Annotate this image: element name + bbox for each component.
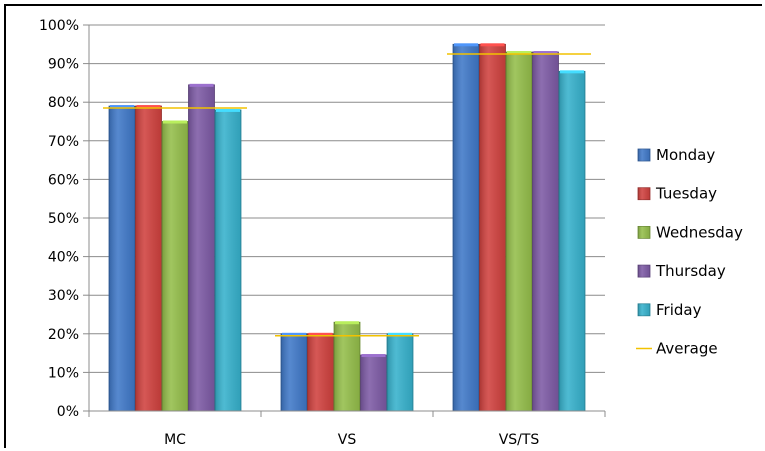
x-tick-label: MC [164,432,186,448]
bar-top [560,70,584,74]
bar-shading [387,333,413,411]
y-tick-label: 70% [48,134,79,150]
y-tick-label: 100% [39,18,79,34]
y-tick-label: 0% [57,404,79,420]
bar-shading [215,109,241,412]
bar-friday-vs-ts [558,70,586,412]
bar-top [480,43,505,47]
bar-shading [109,106,135,411]
legend-item-tuesday: Tuesday [637,185,717,203]
legend-label: Thursday [655,262,726,280]
bar-shading [532,52,559,412]
x-tick-label: VS/TS [499,432,540,448]
bar-thursday-vs [360,354,387,412]
bar-top [361,354,386,358]
y-tick-label: 10% [48,365,79,381]
bar-top [110,105,134,109]
bar-tuesday-vs [307,332,334,412]
bar-wednesday-vs [333,321,361,412]
y-tick-label: 80% [48,95,79,111]
bar-wednesday-vs-ts [505,51,533,412]
bar-shading [307,333,334,411]
legend-swatch-shading [638,265,650,278]
bar-top [507,51,531,55]
y-tick-label: 40% [48,250,79,266]
legend-item-friday: Friday [637,301,702,319]
bars [108,43,586,412]
legend-label: Monday [656,146,715,164]
bar-tuesday-mc [135,105,162,412]
bar-top [335,321,359,325]
legend: Monday Tuesday Wednesday Thursday Friday Aver… [636,146,743,358]
legend-item-average: Average [636,340,718,358]
bar-top [454,43,478,47]
y-tick-label: 50% [48,211,79,227]
y-tick-label: 30% [48,288,79,304]
bar-top [388,332,412,336]
bar-monday-vs [280,332,308,412]
bar-tuesday-vs-ts [479,43,506,412]
bar-monday-mc [108,105,136,412]
legend-item-thursday: Thursday [637,262,726,280]
y-tick-label: 90% [48,57,79,73]
axes [88,25,606,417]
bar-top [136,105,161,109]
legend-swatch-shading [638,149,650,161]
bar-shading [559,71,585,411]
y-tick-label: 60% [48,172,79,188]
bar-thursday-mc [188,83,215,412]
bar-friday-vs [386,332,414,412]
bar-shading [162,121,188,411]
bar-top [163,120,187,124]
x-tick-label: VS [338,432,357,448]
y-tick-label: 20% [48,327,79,343]
chart-frame [4,4,762,448]
bar-shading [479,44,506,412]
x-axis-ticks: MC VS VS/TS [164,432,539,448]
bar-wednesday-mc [161,120,189,412]
bar-top [216,108,240,112]
bar-shading [334,322,360,411]
legend-item-monday: Monday [637,146,715,164]
bar-top [189,83,214,87]
bar-shading [506,52,532,412]
bar-thursday-vs-ts [532,51,559,412]
legend-swatch-shading [638,187,650,200]
bar-top [282,332,306,336]
legend-swatch-shading [638,226,650,239]
legend-label: Tuesday [655,185,717,203]
average-lines [103,53,591,337]
bar-shading [188,84,215,411]
bar-monday-vs-ts [452,43,480,412]
bar-top [308,332,333,336]
bar-shading [281,333,307,411]
legend-label: Average [656,340,718,358]
bar-shading [360,355,387,411]
legend-swatch-shading [638,303,650,316]
y-axis-ticks: 0% 10% 20% 30% 40% 50% 60% 70% 80% 90% 100% [39,18,79,420]
bar-friday-mc [214,108,242,412]
legend-label: Friday [656,301,702,319]
bar-shading [135,106,162,411]
legend-item-wednesday: Wednesday [637,223,743,241]
legend-label: Wednesday [656,223,743,241]
bar-shading [453,44,479,412]
bar-top [533,51,558,55]
